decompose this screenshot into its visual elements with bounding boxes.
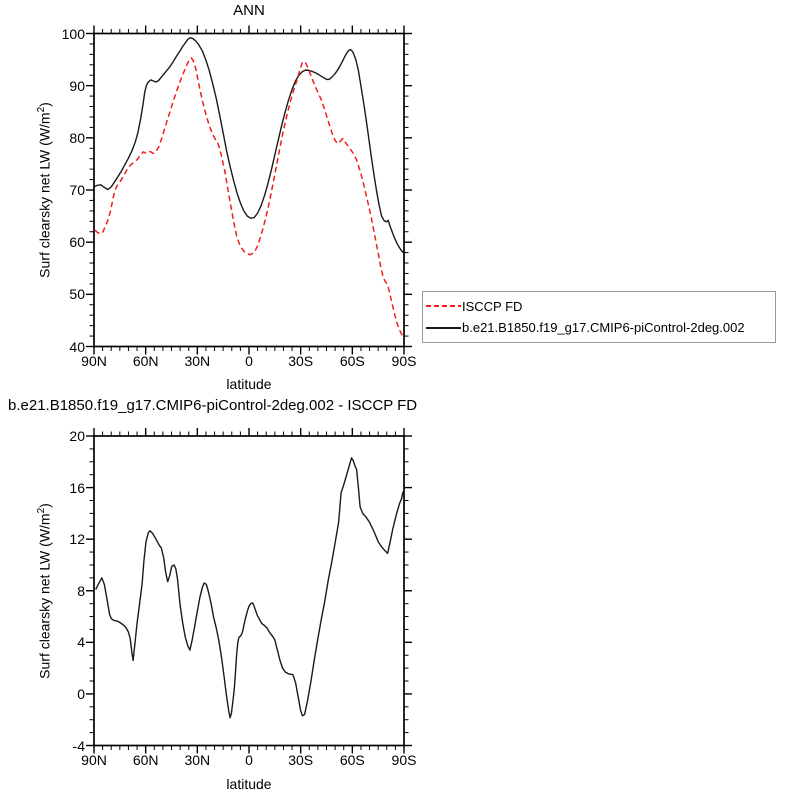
top-y-tick-label: 70 [69,182,85,198]
y-label-close: ) [36,503,53,508]
top-x-tick-label: 60N [132,353,159,369]
top-x-axis-label: latitude [226,376,272,392]
bottom-panel-title: b.e21.B1850.f19_g17.CMIP6-piControl-2deg… [8,397,418,414]
bottom-x-tick-label: 60S [339,752,365,768]
bottom-y-tick-label: 8 [77,582,85,599]
top-panel-title: ANN [233,2,265,19]
top-x-tick-label: 90S [391,353,417,369]
y-label-superscript: 2 [36,507,47,514]
bottom-x-tick-label: 60N [132,752,159,768]
top-y-tick-label: 40 [69,338,85,355]
y-label-close: ) [36,102,53,107]
bottom-y-tick-label: -4 [72,737,85,754]
top-axes [86,25,412,355]
legend-label-model: b.e21.B1850.f19_g17.CMIP6-piControl-2deg… [462,320,745,336]
top-curve-model [93,37,404,254]
top-y-tick-label: 80 [69,129,85,146]
top-x-tick-label: 60S [339,353,365,369]
top-y-tick-label: 90 [69,77,85,94]
top-y-tick-label: 100 [61,25,85,42]
bottom-axes [86,428,412,754]
legend-solid-line-sample [426,326,461,329]
top-y-tick-label: 60 [69,234,85,251]
bottom-y-tick-label: 20 [69,428,85,444]
legend-entry-model: b.e21.B1850.f19_g17.CMIP6-piControl-2deg… [423,320,775,335]
top-curve-isccp-fd [94,57,403,336]
top-x-tick-label: 30N [184,353,211,369]
y-label-superscript: 2 [36,106,47,113]
top-y-tick-label: 50 [69,286,85,303]
top-x-tick-label: 90N [81,353,107,369]
bottom-x-axis-label: latitude [226,776,272,792]
bottom-x-tick-label: 90N [81,752,107,768]
legend-dashed-line-sample [426,305,461,308]
bottom-y-tick-label: 12 [69,531,85,548]
bottom-y-tick-label: 0 [77,685,85,702]
top-x-tick-label: 0 [245,353,253,369]
top-x-tick-label: 30S [288,353,314,369]
legend-label-obs: ISCCP FD [462,298,523,314]
legend-entry-obs: ISCCP FD [423,299,775,314]
bottom-x-tick-label: 90S [391,752,417,768]
bottom-y-tick-label: 16 [69,479,85,496]
bottom-y-tick-label: 4 [77,634,85,651]
bottom-curve-difference [95,457,404,719]
bottom-x-tick-label: 30S [288,752,314,768]
bottom-x-tick-label: 30N [184,752,211,768]
bottom-x-tick-label: 0 [245,752,253,768]
legend-box: ISCCP FD b.e21.B1850.f19_g17.CMIP6-piCon… [422,291,776,343]
